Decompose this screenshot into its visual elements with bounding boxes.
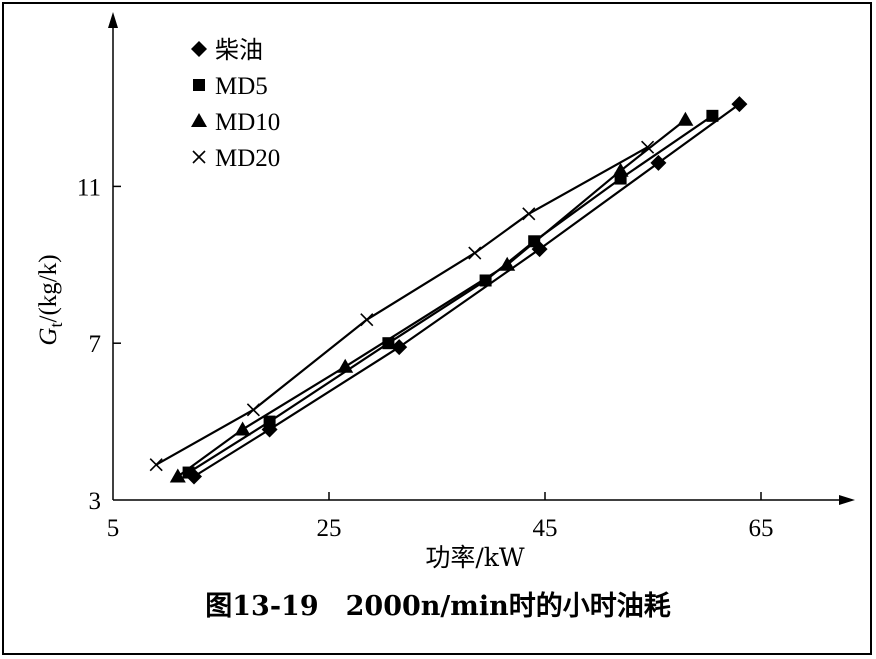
figure-caption: 图13-19 2000n/min时的小时油耗 xyxy=(205,591,671,622)
series-3-point-1-stroke-b xyxy=(246,403,260,417)
y-tick-label-7: 7 xyxy=(89,331,102,358)
legend-marker-1 xyxy=(193,79,205,91)
y-axis-arrow xyxy=(108,12,118,28)
x-tick-label-65: 65 xyxy=(749,515,774,542)
series-1 xyxy=(182,109,719,479)
series-1-point-6 xyxy=(706,109,719,122)
legend: 柴油 MD5 MD10 MD20 xyxy=(191,36,280,172)
series-2-point-1 xyxy=(234,421,251,436)
x-axis-arrow xyxy=(839,495,855,505)
y-axis-label: Gt/(kg/k) xyxy=(35,254,66,345)
series-layer xyxy=(149,96,748,485)
legend-marker-2 xyxy=(191,113,207,127)
legend-marker-3-stroke-b xyxy=(192,150,206,164)
y-axis-label-symbol: G xyxy=(35,328,62,346)
series-3-point-2-stroke-b xyxy=(360,313,374,327)
series-2-point-4 xyxy=(612,162,629,177)
series-3-point-4-stroke-b xyxy=(522,207,536,221)
series-2-point-0 xyxy=(169,468,186,483)
legend-label-2: MD10 xyxy=(215,109,280,136)
series-2-point-5 xyxy=(677,111,694,126)
svg-text:Gt/(kg/k): Gt/(kg/k) xyxy=(35,254,66,345)
series-0-point-5 xyxy=(731,96,748,113)
y-axis-label-unit: /(kg/k) xyxy=(35,254,62,322)
series-3-line xyxy=(155,146,649,466)
series-2 xyxy=(169,111,694,483)
y-axis-label-subscript: t xyxy=(46,322,66,327)
legend-label-1: MD5 xyxy=(215,73,268,100)
series-3-point-2 xyxy=(360,313,374,327)
legend-marker-3 xyxy=(192,150,206,164)
x-tick-label-45: 45 xyxy=(533,515,558,542)
series-3-point-0 xyxy=(149,458,163,472)
y-tick-label-3: 3 xyxy=(89,488,102,515)
series-2-point-3 xyxy=(499,256,516,271)
legend-marker-0 xyxy=(191,41,207,57)
series-3-point-3-stroke-b xyxy=(468,246,482,260)
legend-label-0: 柴油 xyxy=(215,36,263,64)
x-axis-label: 功率/kW xyxy=(425,543,525,572)
series-0-point-2 xyxy=(391,339,408,356)
x-tick-label-5: 5 xyxy=(107,515,120,542)
series-3-point-0-stroke-b xyxy=(149,458,163,472)
series-3-point-5-stroke-b xyxy=(641,140,655,154)
series-3-point-1 xyxy=(246,403,260,417)
legend-label-3: MD20 xyxy=(215,145,280,172)
series-0-line xyxy=(193,103,741,478)
series-0-point-4 xyxy=(650,154,667,171)
series-3 xyxy=(149,140,655,472)
series-3-point-3 xyxy=(468,246,482,260)
series-3-point-4 xyxy=(522,207,536,221)
series-2-line xyxy=(177,118,687,478)
series-3-point-5 xyxy=(641,140,655,154)
series-1-point-1 xyxy=(263,415,276,428)
x-tick-label-25: 25 xyxy=(317,515,342,542)
series-2-point-2 xyxy=(337,358,354,373)
y-tick-label-11: 11 xyxy=(77,174,101,201)
series-0 xyxy=(186,96,748,485)
axes: 5 25 45 65 3 7 11 xyxy=(77,12,855,542)
